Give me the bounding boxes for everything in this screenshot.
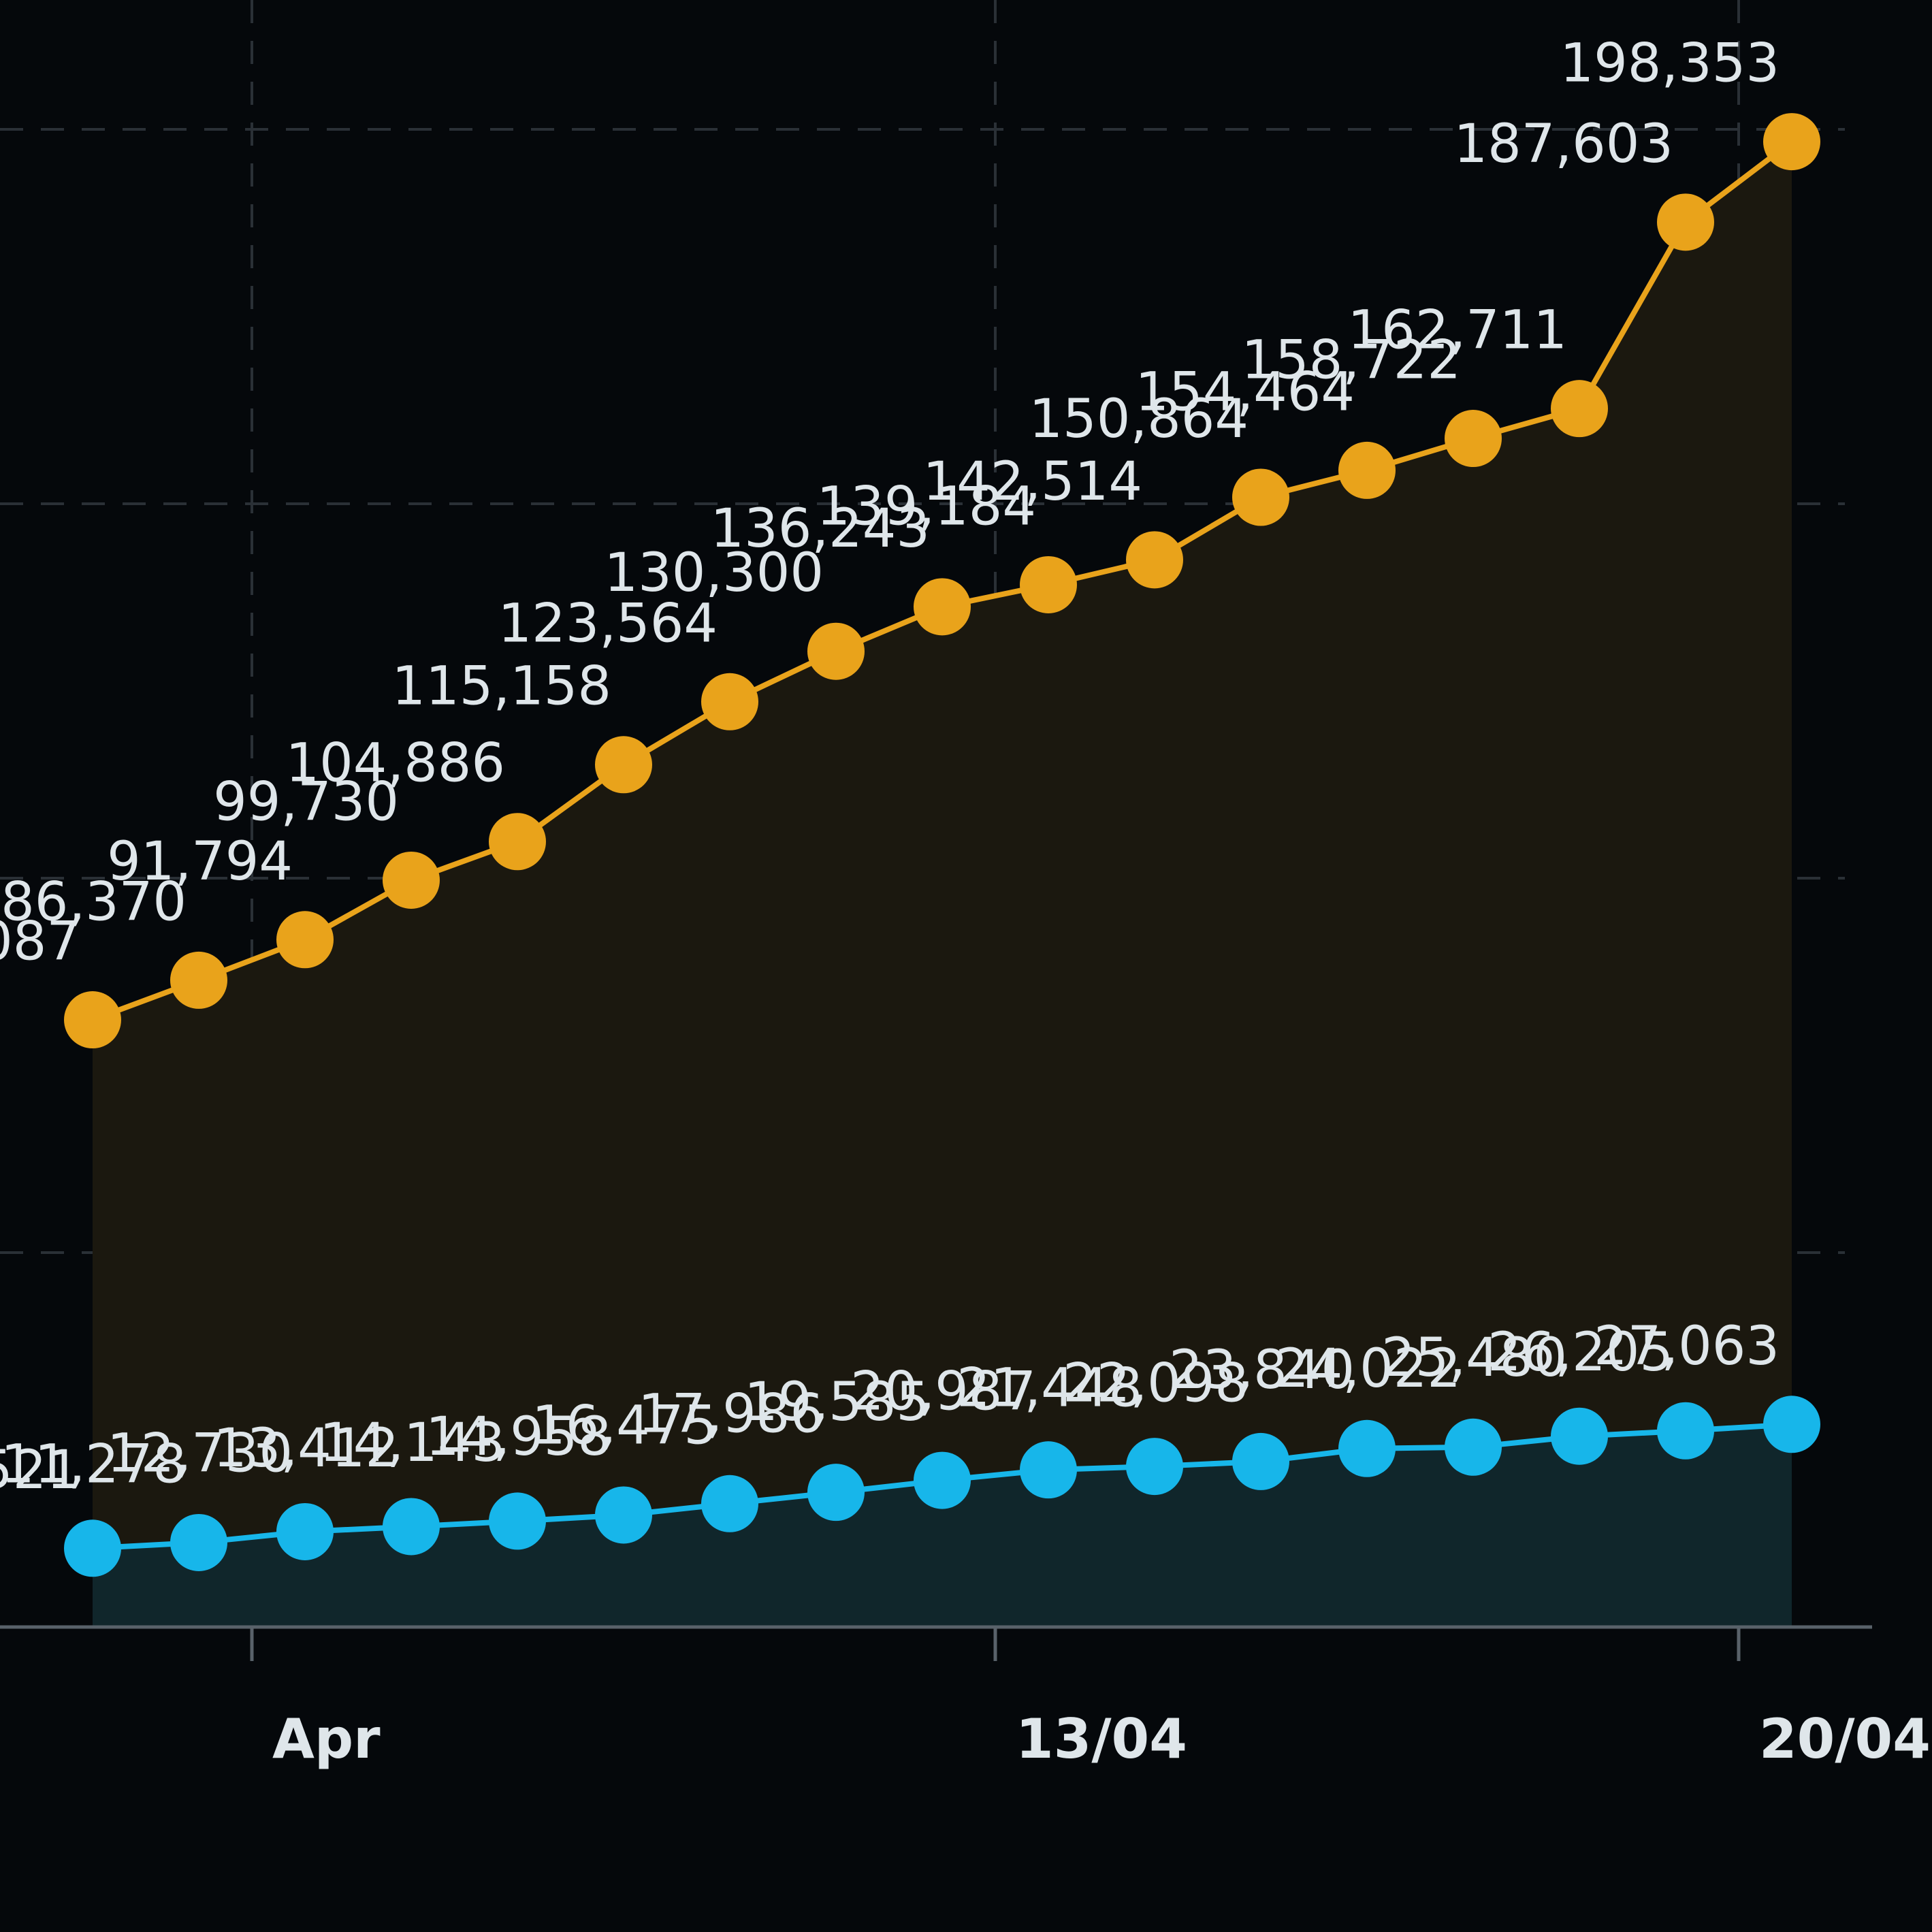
data-label: 24,022 xyxy=(1275,1338,1461,1400)
point xyxy=(914,1451,971,1509)
point xyxy=(807,622,865,680)
data-label: 20,987 xyxy=(850,1362,1036,1423)
point xyxy=(1657,193,1714,251)
data-label: 81,087 xyxy=(0,912,80,973)
data-label: 11,278 xyxy=(1,1434,187,1495)
data-label: 162,711 xyxy=(1347,300,1567,361)
point xyxy=(276,1502,334,1560)
point xyxy=(1763,1396,1820,1453)
data-label: 136,243 xyxy=(710,498,930,560)
data-label: 23,840 xyxy=(1169,1340,1355,1401)
point xyxy=(1445,1418,1502,1476)
point xyxy=(1445,410,1502,468)
data-label: 19,585 xyxy=(744,1372,930,1433)
point xyxy=(489,1492,546,1550)
data-label: 158,722 xyxy=(1241,330,1461,391)
point xyxy=(170,1513,227,1571)
x-tick-label: 20/04 xyxy=(1759,1707,1931,1771)
data-label: 99,730 xyxy=(213,771,399,833)
data-label: 130,300 xyxy=(604,543,824,604)
point xyxy=(595,1486,652,1544)
data-label: 13,412 xyxy=(213,1418,399,1479)
point xyxy=(1126,531,1183,589)
point xyxy=(1232,1432,1289,1490)
data-label: 142,514 xyxy=(922,451,1142,513)
data-label: 17,986 xyxy=(638,1384,824,1445)
data-label: 123,564 xyxy=(498,593,718,654)
point xyxy=(64,1519,121,1577)
point xyxy=(1551,380,1608,438)
point xyxy=(383,851,440,909)
data-label: 14,958 xyxy=(425,1406,611,1468)
point xyxy=(807,1464,865,1522)
data-label: 16,475 xyxy=(532,1395,718,1456)
data-label: 198,353 xyxy=(1560,33,1780,95)
data-label: 150,864 xyxy=(1029,389,1249,450)
point xyxy=(1551,1407,1608,1465)
data-label: 14,143 xyxy=(319,1413,505,1474)
data-label: 10,521 xyxy=(0,1440,80,1501)
data-label: 104,886 xyxy=(285,733,505,794)
x-tick-label: Apr xyxy=(272,1707,381,1771)
point xyxy=(1763,113,1820,171)
data-label: 12,730 xyxy=(107,1423,293,1484)
x-tick-label: 13/04 xyxy=(1016,1707,1187,1771)
data-label: 86,370 xyxy=(1,871,187,933)
point xyxy=(276,911,334,969)
point xyxy=(701,673,758,730)
data-label: 26,205 xyxy=(1487,1322,1673,1383)
data-label: 139,184 xyxy=(816,476,1036,537)
point xyxy=(383,1498,440,1556)
data-label: 21,448 xyxy=(956,1358,1142,1419)
point xyxy=(1338,1419,1396,1477)
point xyxy=(1232,468,1289,526)
data-label: 115,158 xyxy=(391,656,611,718)
point xyxy=(489,813,546,871)
point xyxy=(701,1475,758,1532)
data-label: 187,603 xyxy=(1453,114,1673,175)
data-label: 25,480 xyxy=(1381,1327,1567,1389)
area xyxy=(93,142,1792,1628)
point xyxy=(914,578,971,636)
point xyxy=(595,736,652,794)
point xyxy=(1020,1441,1077,1499)
data-label: 91,794 xyxy=(107,831,293,892)
data-label: 27,063 xyxy=(1594,1316,1780,1377)
point xyxy=(1020,556,1077,613)
data-label: 22,098 xyxy=(1063,1353,1249,1414)
point xyxy=(1657,1402,1714,1460)
point xyxy=(170,951,227,1009)
point xyxy=(64,991,121,1049)
data-label: 154,464 xyxy=(1135,361,1355,423)
point xyxy=(1126,1438,1183,1496)
point xyxy=(1338,441,1396,499)
